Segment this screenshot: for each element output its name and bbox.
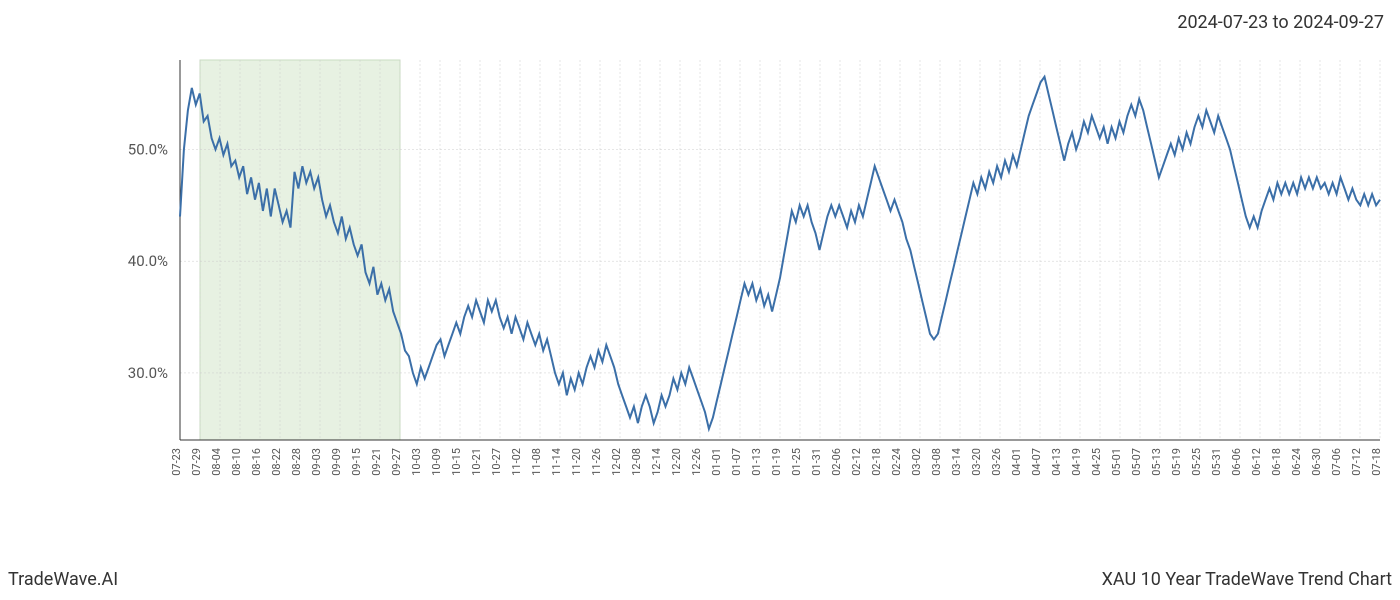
x-tick-label: 10-21 xyxy=(470,448,483,476)
x-tick-label: 06-18 xyxy=(1270,448,1283,476)
date-range-label: 2024-07-23 to 2024-09-27 xyxy=(1177,12,1384,33)
x-tick-label: 11-20 xyxy=(570,448,583,476)
x-tick-label: 12-26 xyxy=(690,448,703,476)
x-tick-label: 04-01 xyxy=(1010,448,1023,476)
x-tick-label: 12-02 xyxy=(610,448,623,476)
x-tick-label: 06-06 xyxy=(1230,448,1243,476)
x-tick-label: 09-03 xyxy=(310,448,323,476)
x-tick-label: 03-20 xyxy=(970,448,983,476)
x-tick-label: 06-24 xyxy=(1290,448,1303,476)
brand-label: TradeWave.AI xyxy=(8,569,118,590)
x-tick-label: 06-30 xyxy=(1310,448,1323,476)
x-tick-label: 07-12 xyxy=(1350,448,1363,476)
x-tick-label: 09-15 xyxy=(350,448,363,476)
x-tick-label: 05-13 xyxy=(1150,448,1163,476)
x-tick-label: 05-19 xyxy=(1170,448,1183,476)
x-tick-label: 08-10 xyxy=(230,448,243,476)
x-tick-label: 01-01 xyxy=(710,448,723,476)
x-tick-label: 02-24 xyxy=(890,448,903,476)
x-tick-label: 04-19 xyxy=(1070,448,1083,476)
x-tick-label: 03-26 xyxy=(990,448,1003,476)
x-tick-label: 01-07 xyxy=(730,448,743,476)
x-tick-label: 09-21 xyxy=(370,448,383,476)
x-tick-label: 08-16 xyxy=(250,448,263,476)
x-tick-label: 04-07 xyxy=(1030,448,1043,476)
y-tick-label: 40.0% xyxy=(128,252,168,270)
x-tick-label: 09-09 xyxy=(330,448,343,476)
y-tick-label: 30.0% xyxy=(128,364,168,382)
x-tick-label: 01-31 xyxy=(810,448,823,476)
x-tick-label: 11-08 xyxy=(530,448,543,476)
x-tick-label: 10-03 xyxy=(410,448,423,476)
x-tick-label: 01-13 xyxy=(750,448,763,476)
x-tick-label: 02-06 xyxy=(830,448,843,476)
trend-chart: 30.0% 40.0% 50.0% 07-23 07-29 08-04 08-10 08-16… xyxy=(0,50,1400,530)
x-tick-label: 05-31 xyxy=(1210,448,1223,476)
x-tick-label: 03-08 xyxy=(930,448,943,476)
x-tick-label: 08-28 xyxy=(290,448,303,476)
x-tick-label: 05-01 xyxy=(1110,448,1123,476)
x-tick-label: 10-09 xyxy=(430,448,443,476)
x-tick-label: 09-27 xyxy=(390,448,403,476)
x-tick-label: 10-27 xyxy=(490,448,503,476)
x-tick-label: 02-12 xyxy=(850,448,863,476)
x-tick-label: 06-12 xyxy=(1250,448,1263,476)
x-tick-label: 07-18 xyxy=(1370,448,1383,476)
x-tick-label: 04-25 xyxy=(1090,448,1103,476)
x-tick-label: 04-13 xyxy=(1050,448,1063,476)
x-tick-label: 03-14 xyxy=(950,448,963,476)
x-tick-label: 07-23 xyxy=(170,448,183,476)
x-tick-label: 11-26 xyxy=(590,448,603,476)
x-tick-label: 10-15 xyxy=(450,448,463,476)
x-tick-label: 08-04 xyxy=(210,448,223,476)
x-tick-label: 12-20 xyxy=(670,448,683,476)
x-tick-label: 05-07 xyxy=(1130,448,1143,476)
x-tick-label: 02-18 xyxy=(870,448,883,476)
y-tick-label: 50.0% xyxy=(128,140,168,158)
x-tick-label: 11-14 xyxy=(550,448,563,476)
x-tick-label: 12-08 xyxy=(630,448,643,476)
x-tick-label: 01-19 xyxy=(770,448,783,476)
chart-svg: 30.0% 40.0% 50.0% 07-23 07-29 08-04 08-10 08-16… xyxy=(0,50,1400,530)
x-tick-label: 11-02 xyxy=(510,448,523,476)
x-tick-label: 03-02 xyxy=(910,448,923,476)
x-tick-label: 05-25 xyxy=(1190,448,1203,476)
x-tick-label: 07-29 xyxy=(190,448,203,476)
chart-title: XAU 10 Year TradeWave Trend Chart xyxy=(1102,569,1392,590)
x-tick-label: 01-25 xyxy=(790,448,803,476)
x-tick-label: 12-14 xyxy=(650,448,663,476)
x-tick-label: 08-22 xyxy=(270,448,283,476)
x-tick-label: 07-06 xyxy=(1330,448,1343,476)
